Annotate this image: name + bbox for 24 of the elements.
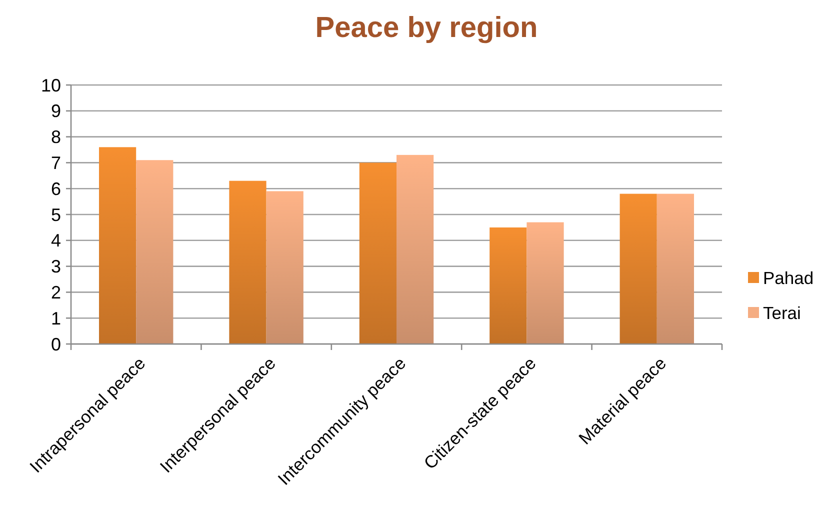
bar <box>359 162 396 344</box>
bar <box>266 191 304 344</box>
y-tick-label: 10 <box>40 75 61 96</box>
bar <box>136 160 174 344</box>
y-tick-label: 8 <box>50 127 61 148</box>
y-tick-label: 4 <box>50 230 61 251</box>
chart-title: Peace by region <box>315 12 538 44</box>
bar <box>490 227 527 344</box>
bar <box>396 154 434 344</box>
bar <box>620 194 657 344</box>
y-tick-label: 3 <box>50 256 61 277</box>
bar <box>229 180 266 344</box>
legend-label: Pahad <box>763 268 814 288</box>
legend-label: Terai <box>763 303 801 324</box>
bar <box>98 147 136 344</box>
y-tick-label: 2 <box>50 282 61 302</box>
y-tick-label: 7 <box>50 153 61 173</box>
y-tick-label: 5 <box>50 204 61 225</box>
bar <box>656 194 694 344</box>
bar <box>526 222 564 344</box>
y-tick-label: 6 <box>50 178 61 199</box>
y-tick-label: 9 <box>50 101 61 122</box>
y-tick-label: 1 <box>50 308 61 328</box>
y-tick-label: 0 <box>50 334 61 354</box>
